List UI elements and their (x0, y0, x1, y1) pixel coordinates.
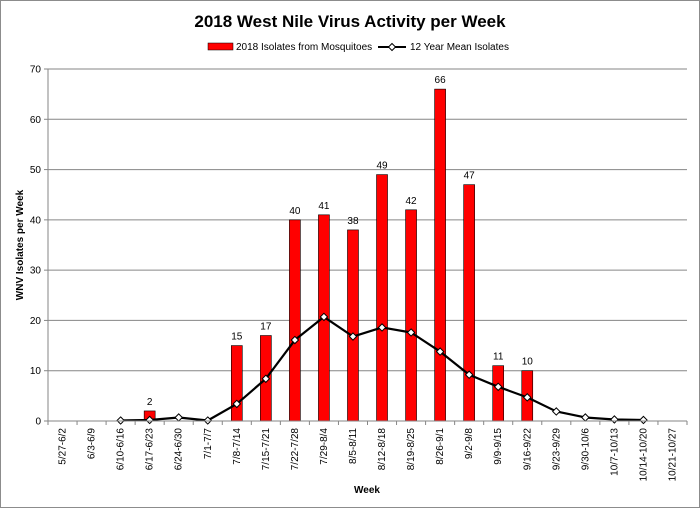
line-point (406, 328, 416, 337)
x-tick-label: 5/27-6/2 (58, 428, 69, 465)
x-tick-label: 6/24-6/30 (174, 428, 185, 471)
bar-data-label: 17 (260, 322, 272, 333)
line-point (319, 312, 329, 322)
line-point (203, 416, 213, 425)
bar-data-label: 11 (493, 352, 504, 363)
x-tick-label: 9/30-10/6 (580, 428, 591, 471)
bar (492, 365, 505, 422)
x-tick-label: 8/19-8/25 (406, 428, 417, 471)
y-axis-label: WNV Isolates per Week (15, 189, 26, 300)
y-tick-label: 70 (30, 65, 42, 76)
line-point (522, 393, 532, 402)
x-tick-label: 9/23-9/29 (551, 428, 562, 471)
y-tick-label: 40 (30, 215, 42, 226)
x-tick-label: 10/7-10/13 (609, 428, 620, 476)
legend: 2018 Isolates from Mosquitoes 12 Year Me… (207, 42, 509, 53)
x-tick-label: 6/17-6/23 (145, 428, 156, 471)
line-point (261, 374, 271, 384)
line-point (581, 413, 590, 422)
bar-data-label: 10 (522, 357, 534, 368)
bar-data-label: 41 (318, 201, 330, 212)
x-tick-label: 8/5-8/11 (348, 428, 359, 464)
line-point (348, 332, 358, 341)
line-point (464, 370, 474, 380)
x-tick-label: 6/10-6/16 (116, 428, 127, 471)
y-tick-label: 60 (30, 115, 42, 126)
gridlines (48, 68, 687, 372)
y-tick-label: 30 (30, 266, 42, 277)
line-point (377, 323, 387, 332)
line-point (551, 407, 561, 416)
axes (47, 69, 687, 422)
bar-data-label: 38 (347, 216, 359, 227)
mean-line (116, 312, 648, 425)
bars: 2 15 17 40 41 38 49 42 66 47 11 10 (143, 75, 534, 422)
x-tick-label: 9/16-9/22 (522, 428, 533, 471)
bar-data-label: 42 (406, 196, 418, 207)
legend-swatch-marker (387, 42, 397, 52)
y-tick-label: 20 (30, 316, 42, 327)
x-tick-label: 9/2-9/8 (464, 428, 475, 460)
bar-data-label: 40 (289, 206, 301, 217)
x-tick-label: 10/14-10/20 (638, 428, 649, 482)
line-point (493, 382, 503, 392)
legend-label-bar: 2018 Isolates from Mosquitoes (236, 42, 372, 53)
y-tick-label: 50 (30, 165, 42, 176)
line-point (639, 415, 648, 425)
x-tick-label: 7/1-7/7 (203, 428, 214, 460)
x-tick-label: 7/29-8/4 (319, 428, 330, 465)
line-point (116, 416, 125, 425)
x-tick-label: 8/26-9/1 (435, 428, 446, 465)
bar-data-label: 49 (376, 161, 388, 172)
bar (405, 209, 417, 422)
line-point (174, 413, 184, 422)
bar (434, 88, 446, 422)
line-point (290, 335, 300, 345)
x-tick-label: 6/3-6/9 (87, 428, 98, 460)
x-tick-label: 7/22-7/28 (290, 428, 301, 471)
x-tick-label: 8/12-8/18 (377, 428, 388, 471)
bar (347, 229, 359, 422)
line-point (610, 415, 619, 424)
x-tick-label: 10/21-10/27 (667, 428, 678, 482)
x-axis-ticks: 5/27-6/2 6/3-6/9 6/10-6/16 6/17-6/23 6/24-6/… (47, 421, 688, 482)
legend-swatch-bar (207, 42, 234, 51)
y-tick-label: 0 (35, 417, 41, 428)
x-tick-label: 7/8-7/14 (232, 428, 243, 465)
x-axis-label: Week (354, 485, 380, 496)
x-tick-label: 9/9-9/15 (493, 428, 504, 465)
line-point (435, 347, 445, 356)
bar-data-label: 47 (464, 171, 476, 182)
y-axis-ticks: 0 10 20 30 40 50 60 70 (30, 65, 48, 428)
bar (463, 184, 475, 422)
bar (376, 174, 388, 422)
x-tick-label: 7/15-7/21 (261, 428, 272, 471)
bar (230, 345, 243, 422)
bar (289, 219, 301, 422)
line-point (232, 399, 242, 409)
chart-title: 2018 West Nile Virus Activity per Week (194, 12, 506, 31)
bar-data-label: 2 (147, 397, 153, 408)
y-tick-label: 10 (30, 366, 42, 377)
legend-label-line: 12 Year Mean Isolates (410, 42, 509, 53)
bar-data-label: 66 (435, 75, 447, 86)
bar-data-label: 15 (231, 332, 243, 343)
line-point (145, 415, 154, 425)
